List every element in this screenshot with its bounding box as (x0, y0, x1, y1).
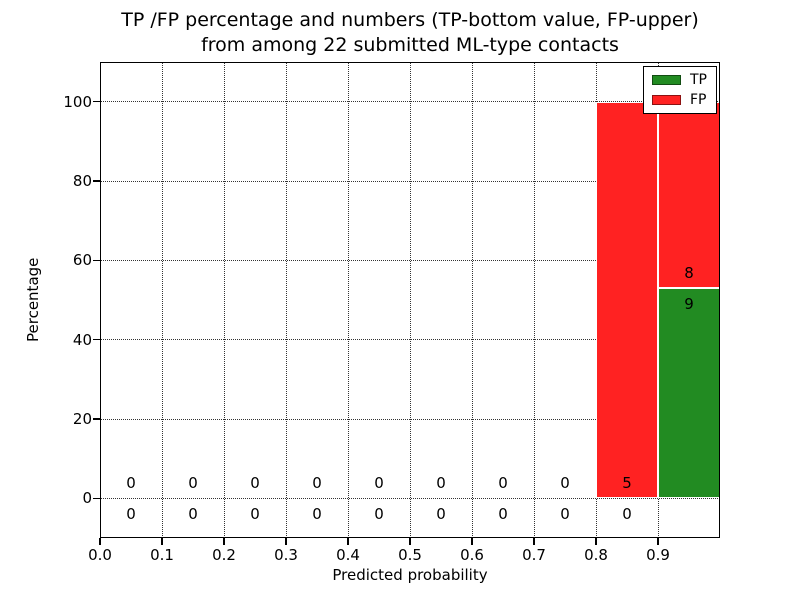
x-tick-label: 0.8 (584, 546, 608, 564)
y-tick-mark (93, 100, 100, 103)
fp-legend-swatch (652, 95, 681, 105)
fp-count-label: 0 (188, 474, 198, 493)
x-tick-mark (99, 538, 101, 545)
x-tick-label: 0.7 (522, 546, 546, 564)
y-tick-mark (93, 418, 100, 420)
y-tick-label: 60 (72, 251, 92, 270)
vertical-gridline (347, 62, 349, 538)
vertical-gridline (533, 62, 535, 538)
vertical-gridline (285, 62, 287, 538)
tp-count-label: 0 (436, 505, 446, 524)
y-tick-label: 40 (72, 330, 92, 349)
tp-count-label: 9 (684, 295, 694, 314)
legend-entry-fp: FP (652, 93, 707, 107)
vertical-gridline (223, 62, 225, 538)
y-tick-mark (93, 497, 100, 500)
chart-title-line2: from among 22 submitted ML-type contacts (201, 34, 619, 56)
tp-count-label: 0 (560, 505, 570, 524)
y-tick-label: 100 (63, 92, 92, 111)
fp-count-label: 0 (250, 474, 260, 493)
x-tick-label: 0.0 (88, 546, 112, 564)
fp-count-label: 0 (126, 474, 136, 493)
y-tick-mark (93, 338, 100, 341)
legend: TP FP (643, 66, 717, 114)
tp-count-label: 0 (498, 505, 508, 524)
x-tick-label: 0.3 (274, 546, 298, 564)
chart-title: TP /FP percentage and numbers (TP-bottom… (100, 8, 720, 58)
x-tick-mark (409, 538, 411, 545)
fp-count-label: 0 (498, 474, 508, 493)
fp-bar-segment (658, 101, 720, 289)
x-tick-mark (223, 538, 225, 545)
tp-count-label: 0 (188, 505, 198, 524)
tp-bar-segment (658, 288, 720, 499)
tp-count-label: 0 (312, 505, 322, 524)
tp-count-label: 0 (250, 505, 260, 524)
tp-count-label: 0 (126, 505, 136, 524)
tp-count-label: 0 (622, 505, 632, 524)
x-tick-mark (533, 538, 535, 545)
x-tick-mark (657, 538, 659, 545)
vertical-gridline (161, 62, 163, 538)
fp-bar-segment (596, 101, 658, 499)
y-tick-mark (93, 259, 100, 262)
fp-count-label: 8 (684, 264, 694, 283)
x-tick-mark (161, 538, 163, 545)
x-tick-label: 0.9 (646, 546, 670, 564)
legend-entry-tp: TP (652, 73, 707, 87)
y-tick-mark (93, 180, 100, 182)
y-tick-label: 80 (72, 172, 92, 190)
y-tick-label: 0 (82, 489, 92, 508)
x-tick-mark (471, 538, 473, 545)
x-tick-label: 0.4 (336, 546, 360, 564)
fp-legend-label: FP (690, 92, 707, 108)
x-tick-mark (285, 538, 287, 545)
tp-legend-swatch (652, 75, 681, 85)
x-tick-label: 0.6 (460, 546, 484, 564)
x-tick-mark (595, 538, 597, 545)
x-tick-label: 0.1 (150, 546, 174, 564)
plot-area: TP FP 0 0 0 0 0 0 0 0 0 0 0 0 0 0 0 0 5 0 8 9 (100, 62, 720, 538)
vertical-gridline (471, 62, 473, 538)
fp-count-label: 0 (312, 474, 322, 493)
y-axis-label: Percentage (24, 257, 42, 343)
y-tick-label: 20 (72, 410, 92, 428)
tp-legend-label: TP (690, 72, 707, 88)
fp-count-label: 5 (622, 474, 632, 493)
tp-count-label: 0 (374, 505, 384, 524)
fp-count-label: 0 (560, 474, 570, 493)
chart-title-line1: TP /FP percentage and numbers (TP-bottom… (121, 9, 699, 31)
fp-count-label: 0 (436, 474, 446, 493)
x-tick-label: 0.5 (398, 546, 422, 564)
x-axis-label: Predicted probability (332, 566, 488, 584)
vertical-gridline (409, 62, 411, 538)
x-tick-label: 0.2 (212, 546, 236, 564)
x-tick-mark (347, 538, 349, 545)
fp-count-label: 0 (374, 474, 384, 493)
